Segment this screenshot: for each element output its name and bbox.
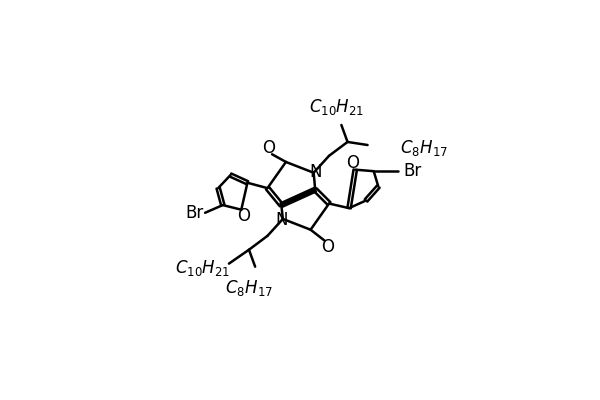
Text: O: O [346,154,359,172]
Text: $C_{10}H_{21}$: $C_{10}H_{21}$ [175,258,230,278]
Text: $C_8H_{17}$: $C_8H_{17}$ [400,138,448,158]
Text: Br: Br [185,204,203,222]
Text: N: N [309,163,322,181]
Text: O: O [263,139,275,157]
Text: Br: Br [403,162,421,180]
Text: O: O [237,207,250,225]
Text: O: O [321,238,334,256]
Text: $C_8H_{17}$: $C_8H_{17}$ [225,278,273,298]
Text: N: N [275,211,287,229]
Text: $C_{10}H_{21}$: $C_{10}H_{21}$ [309,96,364,116]
